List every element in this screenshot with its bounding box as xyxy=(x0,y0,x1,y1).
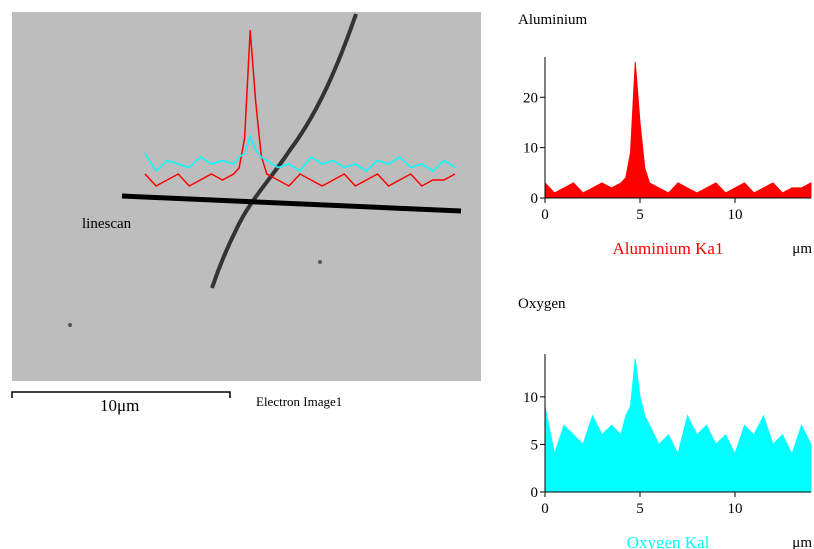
x-tick-label: 5 xyxy=(636,501,644,517)
area xyxy=(544,358,812,493)
y-tick-label: 0 xyxy=(531,485,539,501)
linescan-line xyxy=(121,193,462,214)
scale-bar xyxy=(11,391,231,398)
image-caption: Electron Image1 xyxy=(256,394,342,409)
x-unit: μm xyxy=(792,535,812,549)
crack xyxy=(210,13,358,289)
speck xyxy=(318,260,322,264)
overlay-profile xyxy=(144,29,456,187)
x-axis-label: Aluminium Ka1 xyxy=(613,239,724,258)
x-axis-label: Oxygen Kal xyxy=(627,533,710,549)
y-tick-label: 10 xyxy=(523,141,538,157)
y-tick-label: 5 xyxy=(531,437,539,453)
x-tick-label: 10 xyxy=(728,501,743,517)
y-tick-label: 0 xyxy=(531,191,539,207)
overlay-profile xyxy=(144,133,456,173)
chart-title: Aluminium xyxy=(518,12,588,28)
linescan-label: linescan xyxy=(82,216,132,232)
scale-bar-label: 10μm xyxy=(100,396,139,415)
speck xyxy=(68,323,72,327)
x-tick-label: 5 xyxy=(636,207,644,223)
y-tick-label: 20 xyxy=(523,90,538,106)
x-unit: μm xyxy=(792,241,812,257)
y-tick-label: 10 xyxy=(523,390,538,406)
electron-image xyxy=(12,12,481,381)
x-tick-label: 0 xyxy=(541,501,549,517)
area xyxy=(544,61,812,199)
x-tick-label: 10 xyxy=(728,207,743,223)
chart-title: Oxygen xyxy=(518,296,566,312)
x-tick-label: 0 xyxy=(541,207,549,223)
